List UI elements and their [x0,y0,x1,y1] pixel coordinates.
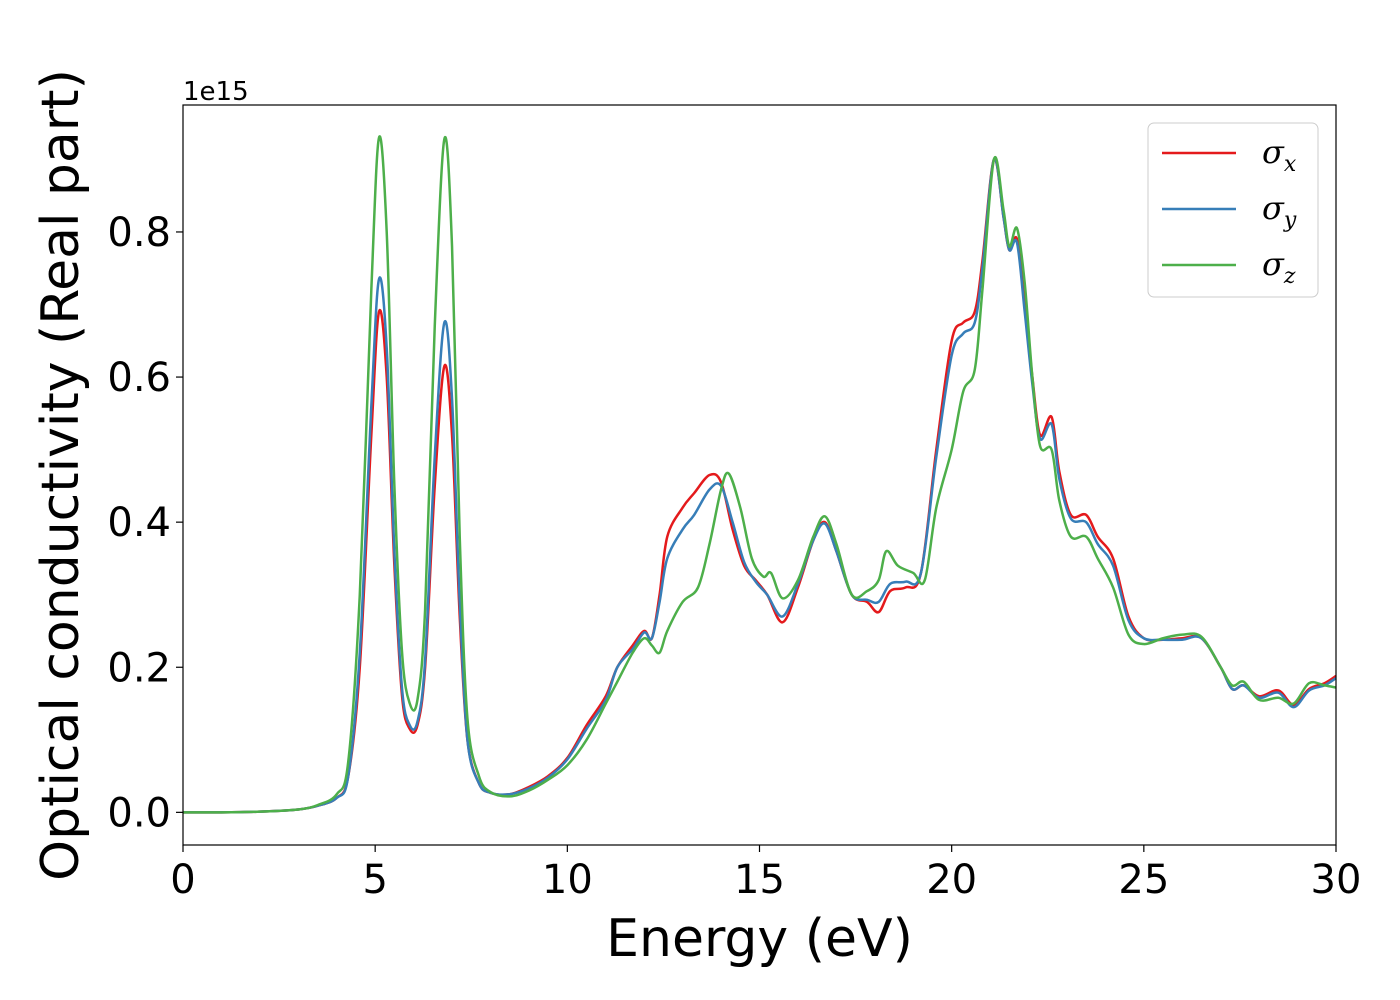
y-axis-ticks: 0.0 0.2 0.4 0.6 0.8 [107,210,183,836]
y-tick-label: 0.4 [107,500,171,546]
x-axis-ticks: 0 5 10 15 20 25 30 [170,845,1361,903]
series-line-y [182,157,1337,814]
x-axis-title: Energy (eV) [606,909,913,969]
series-line-z [182,135,1337,814]
x-tick-label: 0 [170,857,195,903]
y-tick-label: 0.8 [107,210,171,256]
y-tick-label: 0.2 [107,645,171,691]
legend-label-y: σy [1262,189,1297,233]
x-tick-label: 5 [362,857,387,903]
y-tick-label: 0.6 [107,355,171,401]
x-tick-label: 10 [542,857,593,903]
y-axis-title: Optical conductivity (Real part) [31,69,91,881]
series-lines [182,135,1337,814]
x-tick-label: 20 [926,857,977,903]
x-tick-label: 15 [734,857,785,903]
legend-label-z: σz [1262,245,1296,289]
x-tick-label: 30 [1311,857,1362,903]
y-offset-label: 1e15 [183,77,249,107]
legend-label-x: σx [1262,133,1297,177]
x-tick-label: 25 [1118,857,1169,903]
legend: σx σy σz [1147,122,1319,298]
y-tick-label: 0.0 [107,790,171,836]
